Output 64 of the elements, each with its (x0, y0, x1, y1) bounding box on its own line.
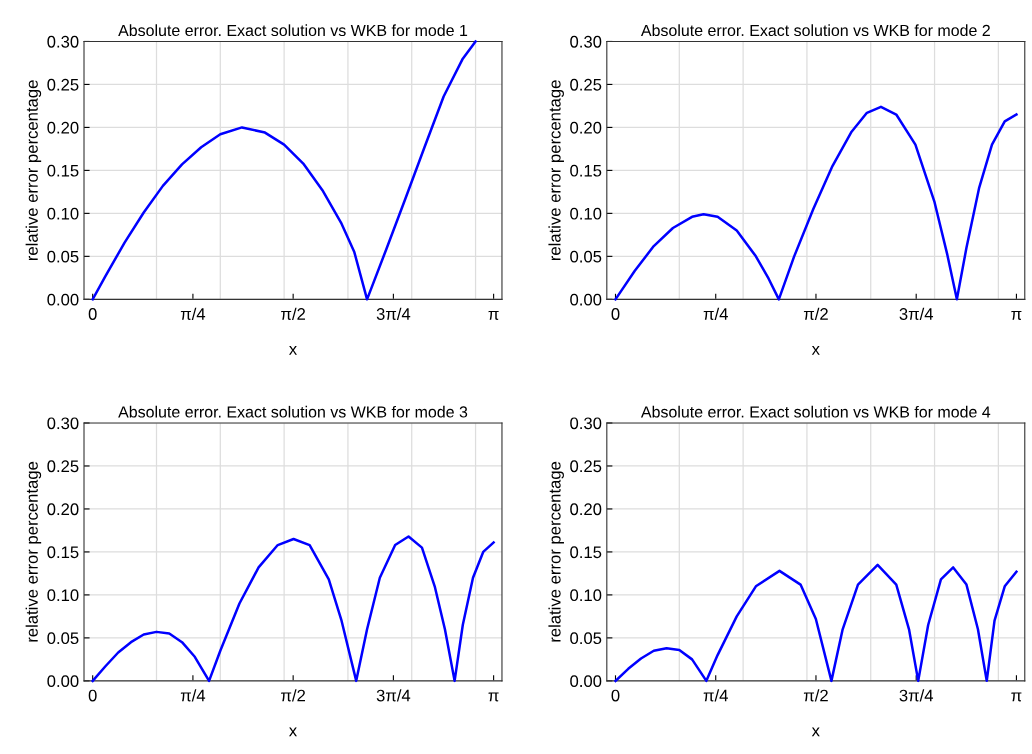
y-tick-label: 0.20 (570, 121, 602, 134)
y-axis-title: relative error percentage (25, 461, 42, 642)
chart-title: Absolute error. Exact solution vs WKB for mode 4 (640, 405, 991, 418)
y-tick-label: 0.25 (570, 460, 602, 473)
y-tick-label: 0.20 (570, 503, 602, 516)
chart-title: Absolute error. Exact solution vs WKB for mode 1 (118, 24, 468, 37)
y-tick-label: 0.10 (47, 207, 79, 220)
y-tick-label: 0.20 (47, 121, 79, 134)
x-tick-label: π/2 (803, 307, 828, 320)
line-series (614, 563, 1018, 683)
x-tick-label: π/4 (180, 689, 206, 702)
x-tick-label: π (1011, 692, 1022, 702)
x-tick-label: π/2 (281, 689, 306, 702)
y-axis-title: relative error percentage (548, 80, 564, 261)
y-tick-label: 0.05 (47, 250, 79, 263)
y-tick-label: 0.10 (47, 589, 79, 602)
x-tick-label: π/2 (803, 689, 828, 702)
y-tick-label: 0.20 (47, 503, 79, 516)
y-tick-label: 0.25 (47, 78, 79, 91)
x-tick-label: 3π/4 (899, 689, 934, 702)
y-tick-label: 0.15 (47, 164, 79, 177)
x-tick-label: 0 (88, 308, 97, 320)
y-axis-title: relative error percentage (548, 461, 564, 642)
y-tick-label: 0.05 (570, 250, 602, 263)
y-tick-label: 0.15 (570, 164, 602, 177)
y-tick-label: 0.05 (47, 632, 79, 645)
x-axis-title: x (811, 345, 820, 355)
x-tick-label: 3π/4 (376, 307, 411, 320)
line-series (91, 40, 477, 301)
x-tick-label: 0 (88, 689, 97, 702)
y-tick-label: 0.10 (570, 207, 602, 220)
x-tick-label: 3π/4 (376, 689, 411, 702)
y-axis-title: relative error percentage (25, 80, 42, 261)
y-tick-label: 0.15 (570, 546, 602, 559)
y-tick-label: 0.30 (570, 417, 602, 430)
y-tick-label: 0.00 (47, 675, 79, 688)
x-tick-label: 0 (611, 689, 620, 702)
x-tick-label: π (488, 310, 499, 320)
y-tick-label: 0.30 (47, 417, 79, 430)
x-tick-label: π/4 (703, 307, 728, 320)
x-tick-label: 3π/4 (899, 307, 934, 320)
x-tick-label: π/2 (281, 307, 306, 320)
line-series (614, 105, 1018, 301)
y-tick-label: 0.00 (570, 293, 602, 306)
x-tick-label: π/4 (703, 689, 728, 702)
y-tick-label: 0.30 (47, 35, 79, 48)
y-tick-label: 0.05 (570, 632, 602, 645)
y-tick-label: 0.30 (570, 35, 602, 48)
x-tick-label: 0 (611, 308, 620, 320)
x-tick-label: π/4 (180, 307, 206, 320)
chart-title: Absolute error. Exact solution vs WKB for mode 2 (640, 24, 990, 37)
y-tick-label: 0.15 (47, 546, 79, 559)
x-axis-title: x (289, 727, 297, 737)
chart-title: Absolute error. Exact solution vs WKB for mode 3 (118, 405, 468, 418)
x-tick-label: π (1011, 310, 1022, 320)
x-axis-title: x (289, 345, 297, 355)
y-tick-label: 0.25 (47, 460, 79, 473)
y-tick-label: 0.25 (570, 78, 602, 91)
line-series (91, 535, 495, 683)
y-tick-label: 0.00 (570, 675, 602, 688)
y-tick-label: 0.10 (570, 589, 602, 602)
y-tick-label: 0.00 (47, 293, 79, 306)
x-axis-title: x (811, 727, 820, 737)
x-tick-label: π (488, 692, 499, 702)
